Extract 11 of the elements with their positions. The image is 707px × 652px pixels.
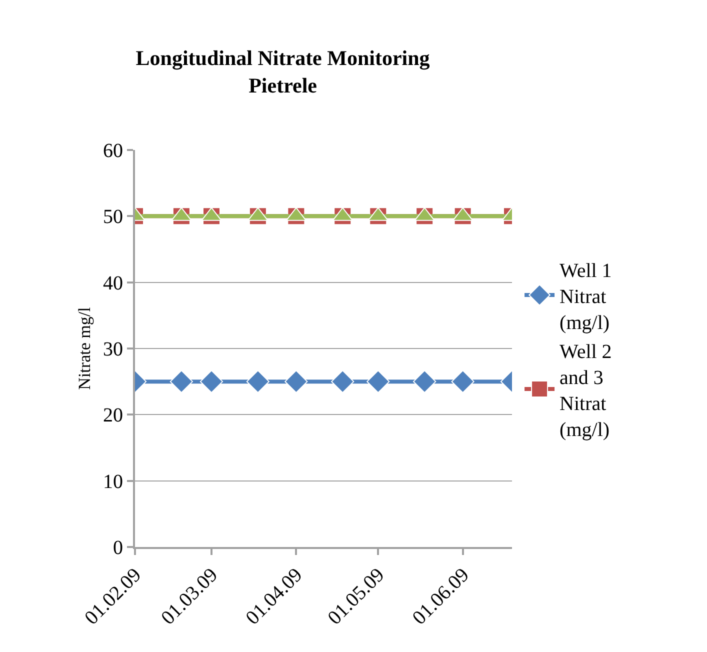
legend-label: Well 2 and 3 Nitrat (mg/l) xyxy=(560,340,612,441)
y-tick-label: 60 xyxy=(103,140,123,162)
y-axis-title: Nitrate mg/l xyxy=(75,306,94,390)
y-tick-label: 50 xyxy=(103,206,123,228)
legend-label: Well 1 Nitrat (mg/l) xyxy=(560,260,612,334)
y-tick-label: 10 xyxy=(103,470,123,493)
y-tick-label: 0 xyxy=(113,537,123,559)
chart-title: Longitudinal Nitrate Monitoring Pietrele xyxy=(136,46,430,98)
y-tick-label: 20 xyxy=(103,404,123,427)
y-tick-label: 30 xyxy=(103,338,123,360)
y-tick-label: 40 xyxy=(103,272,123,294)
